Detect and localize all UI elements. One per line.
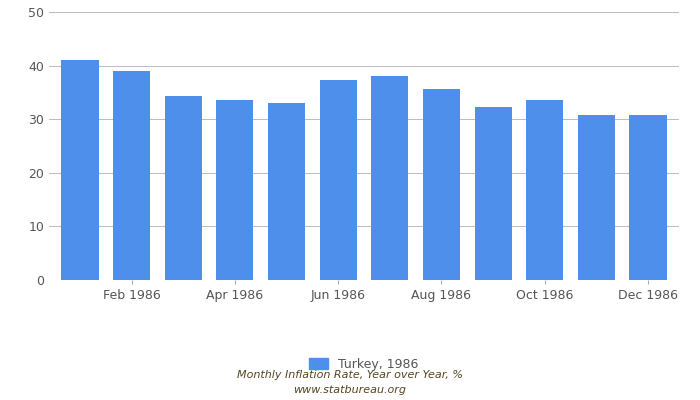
Bar — [113, 71, 150, 280]
Bar — [475, 108, 512, 280]
Text: Monthly Inflation Rate, Year over Year, %: Monthly Inflation Rate, Year over Year, … — [237, 370, 463, 380]
Bar — [164, 96, 202, 280]
Bar — [216, 100, 253, 280]
Bar — [268, 102, 305, 280]
Bar — [629, 115, 666, 280]
Bar — [371, 76, 408, 280]
Bar — [423, 89, 460, 280]
Legend: Turkey, 1986: Turkey, 1986 — [304, 352, 424, 376]
Text: www.statbureau.org: www.statbureau.org — [293, 385, 407, 395]
Bar — [578, 115, 615, 280]
Bar — [62, 60, 99, 280]
Bar — [320, 80, 357, 280]
Bar — [526, 100, 564, 280]
